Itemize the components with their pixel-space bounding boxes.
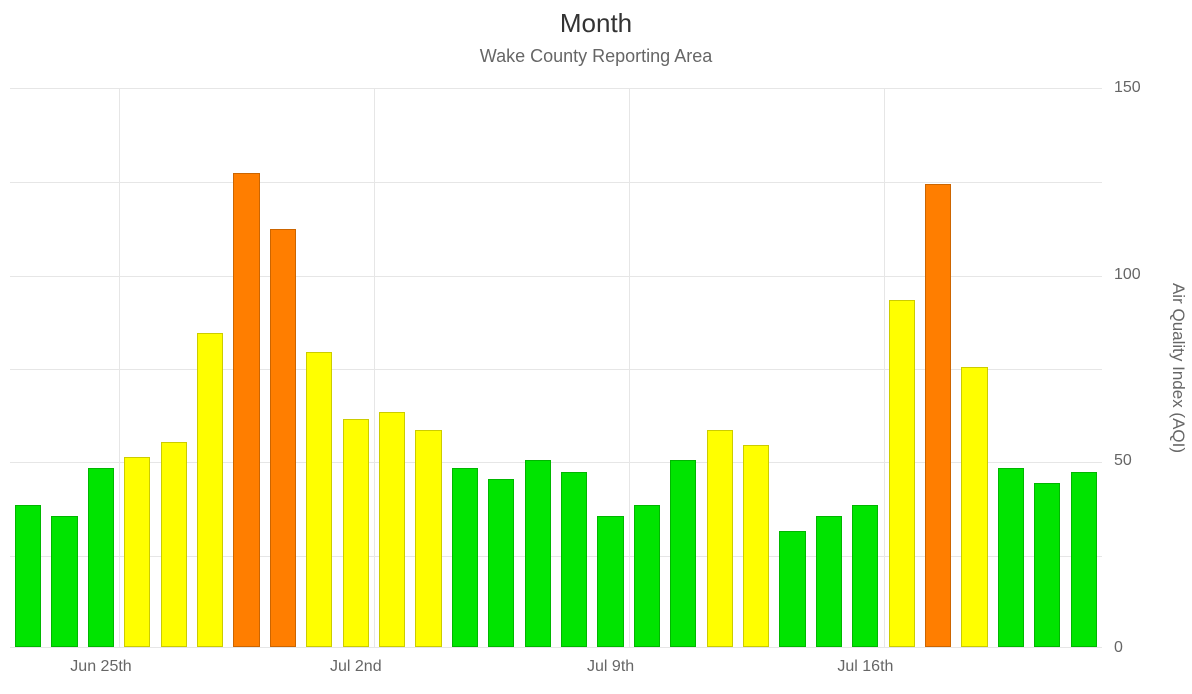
- aqi-bar[interactable]: [306, 352, 332, 647]
- aqi-bar[interactable]: [1034, 483, 1060, 647]
- aqi-bar[interactable]: [961, 367, 987, 647]
- aqi-bar[interactable]: [415, 430, 441, 647]
- gridline-v: [374, 89, 375, 647]
- y-tick-label: 100: [1114, 266, 1141, 284]
- aqi-bar[interactable]: [488, 479, 514, 647]
- y-tick-label: 0: [1114, 639, 1123, 657]
- aqi-bar[interactable]: [561, 472, 587, 647]
- aqi-bar[interactable]: [379, 412, 405, 647]
- aqi-bar[interactable]: [670, 460, 696, 647]
- aqi-bar[interactable]: [634, 505, 660, 647]
- gridline-v: [119, 89, 120, 647]
- plot-area: [10, 88, 1102, 648]
- x-tick-label: Jul 9th: [587, 658, 634, 676]
- chart-subtitle: Wake County Reporting Area: [0, 46, 1192, 67]
- aqi-bar[interactable]: [852, 505, 878, 647]
- x-tick-label: Jul 16th: [837, 658, 893, 676]
- aqi-bar[interactable]: [1071, 472, 1097, 647]
- aqi-bar[interactable]: [197, 333, 223, 647]
- aqi-bar[interactable]: [270, 229, 296, 647]
- aqi-bar[interactable]: [743, 445, 769, 647]
- aqi-bar[interactable]: [51, 516, 77, 647]
- aqi-bar[interactable]: [707, 430, 733, 647]
- aqi-bar[interactable]: [816, 516, 842, 647]
- aqi-bar[interactable]: [343, 419, 369, 647]
- aqi-bar[interactable]: [161, 442, 187, 647]
- aqi-bar[interactable]: [88, 468, 114, 647]
- aqi-bar[interactable]: [925, 184, 951, 647]
- aqi-bar[interactable]: [233, 173, 259, 647]
- y-tick-label: 150: [1114, 79, 1141, 97]
- aqi-bar[interactable]: [998, 468, 1024, 647]
- aqi-bar[interactable]: [779, 531, 805, 647]
- x-tick-label: Jul 2nd: [330, 658, 382, 676]
- aqi-bar[interactable]: [452, 468, 478, 647]
- y-axis-title: Air Quality Index (AQI): [1168, 283, 1188, 453]
- aqi-bar[interactable]: [525, 460, 551, 647]
- y-tick-label: 50: [1114, 452, 1132, 470]
- chart-title: Month: [0, 8, 1192, 39]
- aqi-bar[interactable]: [15, 505, 41, 647]
- x-tick-label: Jun 25th: [70, 658, 131, 676]
- aqi-bar[interactable]: [124, 457, 150, 647]
- gridline-v: [629, 89, 630, 647]
- gridline-v: [884, 89, 885, 647]
- aqi-bar[interactable]: [889, 300, 915, 647]
- aqi-month-chart: Month Wake County Reporting Area Air Qua…: [0, 0, 1192, 694]
- aqi-bar[interactable]: [597, 516, 623, 647]
